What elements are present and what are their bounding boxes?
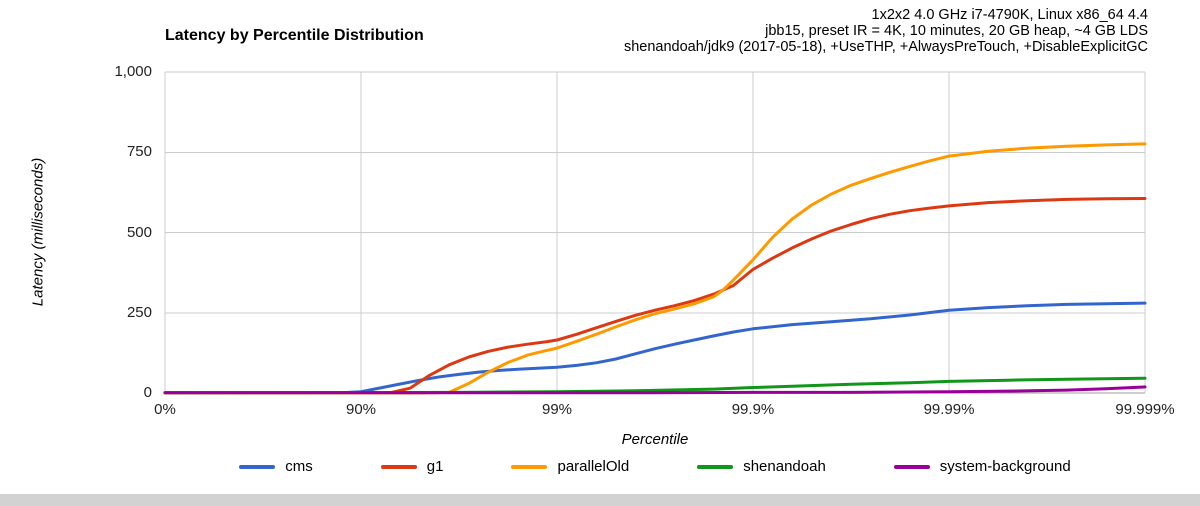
- chart-annotations: 1x2x2 4.0 GHz i7-4790K, Linux x86_64 4.4…: [624, 7, 1148, 55]
- series-line-cms: [163, 301, 1147, 395]
- legend-label-system-background: system-background: [939, 458, 1071, 475]
- legend-label-g1: g1: [426, 458, 444, 475]
- chart-legend: cms g1 parallelOld shenandoah system-backgro…: [165, 458, 1145, 475]
- legend-item-parallelOld: parallelOld: [511, 458, 629, 475]
- x-tick-label-99.999: 99.999%: [1115, 401, 1175, 418]
- legend-line-marker-shenandoah: [697, 464, 734, 469]
- legend-label-parallelOld: parallelOld: [557, 458, 630, 475]
- series-line-g1: [163, 197, 1147, 395]
- x-axis-title: Percentile: [621, 431, 689, 448]
- legend-line-marker-system-background: [893, 464, 930, 469]
- y-axis-title: Latency (milliseconds): [29, 157, 47, 307]
- x-tick-label-99.9: 99.9%: [731, 401, 775, 418]
- legend-line-marker-g1: [380, 464, 417, 469]
- x-tick-label-99: 99%: [541, 401, 573, 418]
- legend-label-shenandoah: shenandoah: [743, 458, 826, 475]
- y-tick-label-750: 750: [126, 143, 152, 161]
- x-tick-label-0: 0%: [154, 401, 176, 418]
- series-line-shenandoah: [163, 376, 1147, 395]
- legend-line-marker-parallelOld: [511, 464, 548, 469]
- annotation-line-benchmark: jbb15, preset IR = 4K, 10 minutes, 20 GB…: [765, 23, 1148, 39]
- legend-line-marker-cms: [239, 464, 276, 469]
- annotation-line-jvm: shenandoah/jdk9 (2017-05-18), +UseTHP, +…: [623, 39, 1148, 55]
- y-tick-label-500: 500: [126, 223, 152, 241]
- y-tick-label-250: 250: [126, 303, 152, 321]
- chart-title: Latency by Percentile Distribution: [165, 27, 424, 44]
- annotation-line-hardware: 1x2x2 4.0 GHz i7-4790K, Linux x86_64 4.4: [871, 7, 1148, 23]
- series-line-system-background: [163, 385, 1147, 395]
- y-tick-label-1000: 1,000: [114, 63, 152, 80]
- x-tick-label-90: 90%: [345, 401, 377, 418]
- series-line-parallelOld: [163, 142, 1147, 395]
- y-tick-label-0: 0: [143, 384, 152, 401]
- legend-label-cms: cms: [285, 458, 313, 475]
- legend-item-shenandoah: shenandoah: [697, 458, 826, 475]
- legend-item-g1: g1: [380, 458, 444, 475]
- x-tick-label-99.99: 99.99%: [923, 401, 975, 418]
- legend-item-system-background: system-background: [893, 458, 1071, 475]
- page-footer-strip: [0, 494, 1200, 506]
- legend-item-cms: cms: [239, 458, 313, 475]
